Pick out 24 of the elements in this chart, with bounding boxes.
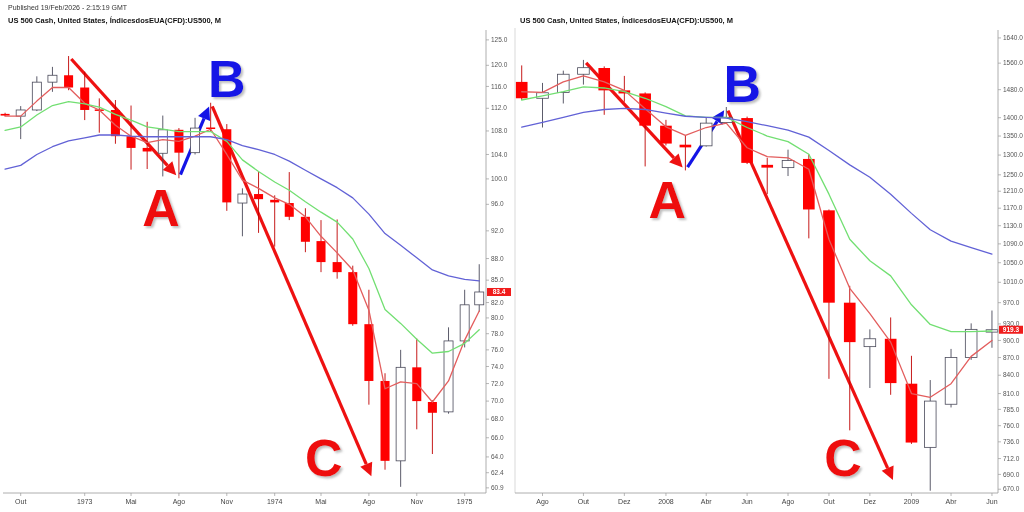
candlestick — [761, 157, 774, 195]
annotation: A — [648, 171, 687, 230]
annotation: A — [142, 179, 180, 237]
candlestick — [237, 187, 248, 237]
line-series — [521, 107, 993, 255]
candlestick — [781, 149, 795, 177]
candlestick — [157, 115, 168, 177]
candlestick — [47, 66, 58, 93]
annotation: C — [305, 428, 343, 487]
candlestick — [577, 59, 590, 86]
candlestick — [660, 119, 672, 146]
candlestick — [284, 171, 294, 221]
annotation: B — [723, 54, 762, 113]
candlestick — [515, 64, 528, 101]
candlestick — [126, 105, 136, 171]
candlestick — [699, 116, 713, 148]
annotation: B — [207, 50, 246, 109]
candlestick — [427, 399, 437, 455]
candlestick — [64, 55, 74, 91]
candlestick — [332, 218, 342, 280]
candlestick — [863, 328, 877, 389]
candlestick — [254, 171, 264, 234]
annotation: C — [824, 428, 862, 487]
candlestick — [316, 219, 326, 273]
